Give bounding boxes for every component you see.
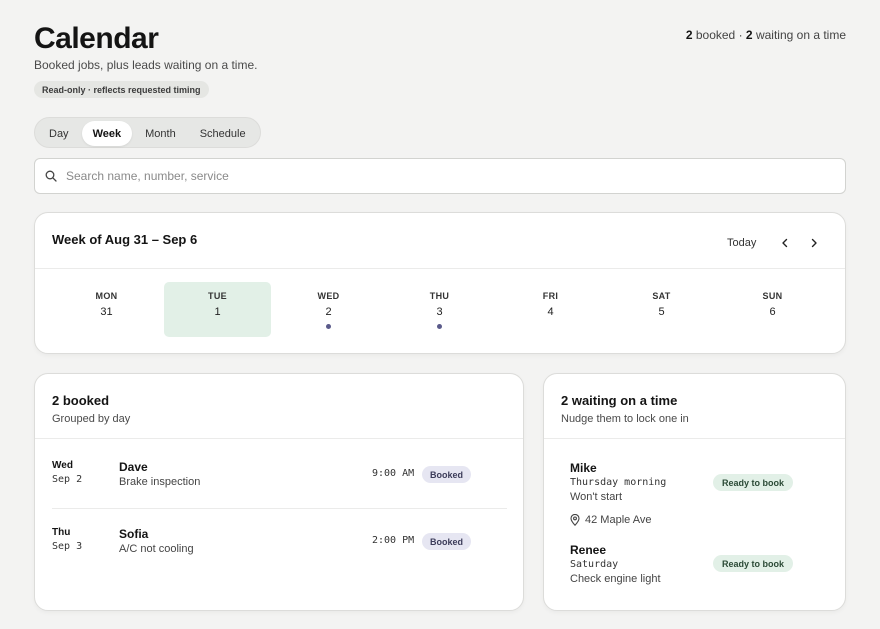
day-number: 6 <box>769 306 776 318</box>
customer-name: Dave <box>119 460 148 474</box>
map-pin-icon <box>570 514 580 526</box>
booked-title: 2 booked <box>52 393 110 408</box>
lead-preferred-time: Thursday morning <box>570 477 667 488</box>
waiting-subtitle: Nudge them to lock one in <box>561 413 689 425</box>
week-title: Week of Aug 31 – Sep 6 <box>52 232 198 247</box>
day-name: THU <box>429 291 450 301</box>
day-cell-wed[interactable]: WED 2 <box>275 282 382 337</box>
waiting-title: 2 waiting on a time <box>561 393 678 408</box>
view-switcher: Day Week Month Schedule <box>34 117 261 148</box>
day-number: 3 <box>436 306 443 318</box>
appointment-time: 9:00 AM <box>372 468 415 479</box>
service-description: Brake inspection <box>119 476 201 488</box>
lead-service: Check engine light <box>570 573 661 585</box>
summary-separator: · <box>738 28 743 42</box>
booked-label: booked <box>695 28 736 42</box>
appointment-time: 2:00 PM <box>372 535 415 546</box>
day-number: 31 <box>100 306 113 318</box>
event-dot <box>437 324 442 329</box>
lead-item[interactable]: Mike Thursday morning Won't start Ready … <box>570 461 820 507</box>
booked-row[interactable]: Wed Sep 2 Dave Brake inspection 9:00 AM … <box>52 460 507 504</box>
day-name: FRI <box>542 291 559 301</box>
waiting-card: 2 waiting on a time Nudge them to lock o… <box>543 373 846 611</box>
booked-day: Wed <box>52 460 73 471</box>
day-cell-fri[interactable]: FRI 4 <box>497 282 604 337</box>
day-name: SAT <box>652 291 671 301</box>
day-name: SUN <box>762 291 783 301</box>
page-title: Calendar <box>34 22 159 55</box>
booked-row[interactable]: Thu Sep 3 Sofia A/C not cooling 2:00 PM … <box>52 527 507 571</box>
booked-card: 2 booked Grouped by day Wed Sep 2 Dave B… <box>34 373 524 611</box>
day-name: MON <box>95 291 118 301</box>
waiting-count: 2 <box>745 28 753 42</box>
chevron-left-icon <box>782 238 788 248</box>
ready-to-book-badge: Ready to book <box>713 474 794 491</box>
lead-name: Renee <box>570 543 607 557</box>
day-name: WED <box>317 291 340 301</box>
booked-date: Sep 2 <box>52 474 83 485</box>
booked-count: 2 <box>685 28 693 42</box>
next-week-button[interactable] <box>806 235 822 251</box>
status-badge: Booked <box>422 466 472 483</box>
booked-day: Thu <box>52 527 71 538</box>
day-number: 4 <box>547 306 554 318</box>
view-tab-month[interactable]: Month <box>145 127 176 140</box>
day-number: 5 <box>658 306 665 318</box>
page-subtitle: Booked jobs, plus leads waiting on a tim… <box>34 58 258 72</box>
waiting-divider <box>544 438 845 439</box>
status-badge: Booked <box>422 533 472 550</box>
customer-name: Sofia <box>119 527 149 541</box>
day-number: 2 <box>325 306 332 318</box>
event-dot <box>326 324 331 329</box>
prev-week-button[interactable] <box>777 235 793 251</box>
view-tab-schedule[interactable]: Schedule <box>199 127 246 140</box>
lead-service: Won't start <box>570 491 623 503</box>
booked-date: Sep 3 <box>52 541 83 552</box>
day-cell-thu[interactable]: THU 3 <box>386 282 493 337</box>
day-cell-tue[interactable]: TUE 1 <box>164 282 271 337</box>
readonly-badge: Read-only · reflects requested timing <box>34 81 209 98</box>
view-tab-day[interactable]: Day <box>49 127 69 140</box>
ready-to-book-badge: Ready to book <box>713 555 794 572</box>
week-card: Week of Aug 31 – Sep 6 Today MON 31 TUE … <box>34 212 846 354</box>
day-cell-mon[interactable]: MON 31 <box>53 282 160 337</box>
lead-address: 42 Maple Ave <box>570 514 651 526</box>
waiting-label: waiting on a time <box>755 28 846 42</box>
day-number: 1 <box>214 306 221 318</box>
address-text: 42 Maple Ave <box>585 514 652 526</box>
search-input[interactable] <box>66 169 766 183</box>
view-tab-week[interactable]: Week <box>81 121 133 146</box>
day-cell-sat[interactable]: SAT 5 <box>608 282 715 337</box>
booked-subtitle: Grouped by day <box>52 413 131 425</box>
lead-item[interactable]: Renee Saturday Check engine light Ready … <box>570 543 820 589</box>
search-icon <box>45 170 57 182</box>
lead-preferred-time: Saturday <box>570 559 619 570</box>
search-bar <box>34 158 846 194</box>
today-button[interactable]: Today <box>727 237 757 249</box>
row-divider <box>52 508 507 509</box>
lead-name: Mike <box>570 461 597 475</box>
booked-divider <box>35 438 523 439</box>
summary-counts: 2 booked · 2 waiting on a time <box>686 28 846 42</box>
chevron-right-icon <box>811 238 817 248</box>
week-divider <box>35 268 845 269</box>
service-description: A/C not cooling <box>119 543 194 555</box>
day-cell-sun[interactable]: SUN 6 <box>719 282 826 337</box>
day-name: TUE <box>208 291 227 301</box>
